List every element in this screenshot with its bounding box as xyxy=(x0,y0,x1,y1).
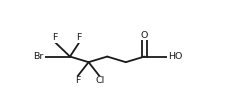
Text: HO: HO xyxy=(168,52,182,61)
Text: O: O xyxy=(141,31,148,40)
Text: Br: Br xyxy=(34,52,44,61)
Text: Cl: Cl xyxy=(95,76,104,85)
Text: F: F xyxy=(52,33,58,42)
Text: F: F xyxy=(75,76,80,85)
Text: F: F xyxy=(77,33,82,42)
